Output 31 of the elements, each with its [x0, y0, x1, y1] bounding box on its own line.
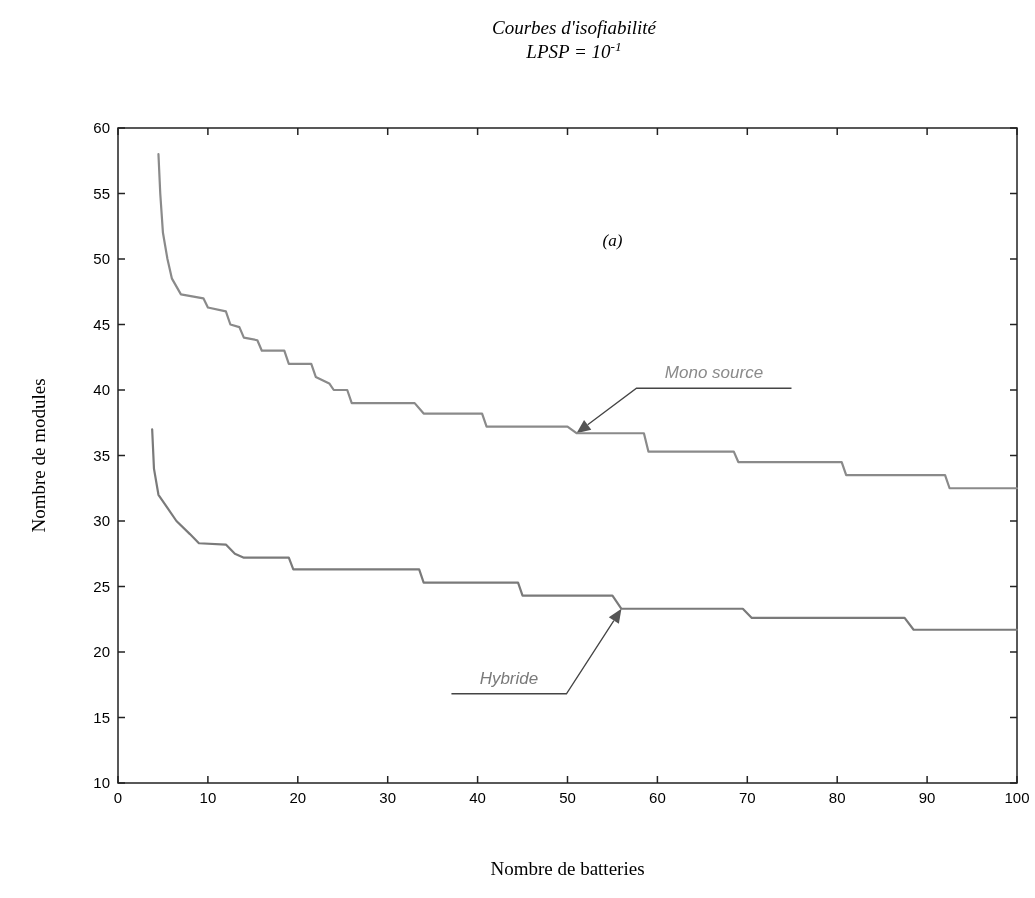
- text: Mono source: [664, 363, 764, 383]
- y-tick-label: 20: [93, 643, 110, 660]
- x-tick-label: 80: [828, 789, 846, 806]
- text: Hybride: [479, 668, 539, 688]
- y-tick-label: 30: [93, 512, 110, 529]
- y-tick-label: 60: [93, 119, 110, 136]
- x-tick-label: 0: [113, 789, 123, 806]
- y-tick-label: 50: [93, 250, 110, 267]
- x-tick-label: 70: [738, 789, 756, 806]
- x-tick-label: 50: [559, 789, 576, 806]
- annotation: (a): [602, 230, 623, 250]
- line-series: [157, 153, 1019, 490]
- x-tick-label: 60: [649, 789, 666, 806]
- y-tick-label: 15: [93, 708, 110, 726]
- x-tick-label: 90: [918, 789, 936, 806]
- x-axis-title: Nombre de batteries: [490, 858, 645, 879]
- y-tick-label: 10: [93, 774, 110, 791]
- chart-title: Courbes d'isofiabilité: [492, 17, 658, 38]
- x-tick-label: 30: [379, 789, 397, 806]
- y-tick-label: 45: [93, 315, 110, 333]
- y-tick-label: 25: [93, 577, 110, 595]
- x-tick-label: 100: [1004, 789, 1030, 806]
- x-tick-label: 20: [289, 789, 307, 806]
- y-tick-label: 35: [93, 446, 110, 464]
- x-tick-label: 10: [199, 789, 217, 806]
- chart-subtitle: LPSP = 10$^{-1}$: [525, 38, 622, 62]
- y-tick-label: 55: [93, 184, 110, 202]
- line-series: [151, 428, 1019, 631]
- y-axis-title: Nombre de modules: [28, 378, 49, 533]
- y-tick-label: 40: [93, 381, 110, 398]
- x-tick-label: 40: [469, 789, 486, 806]
